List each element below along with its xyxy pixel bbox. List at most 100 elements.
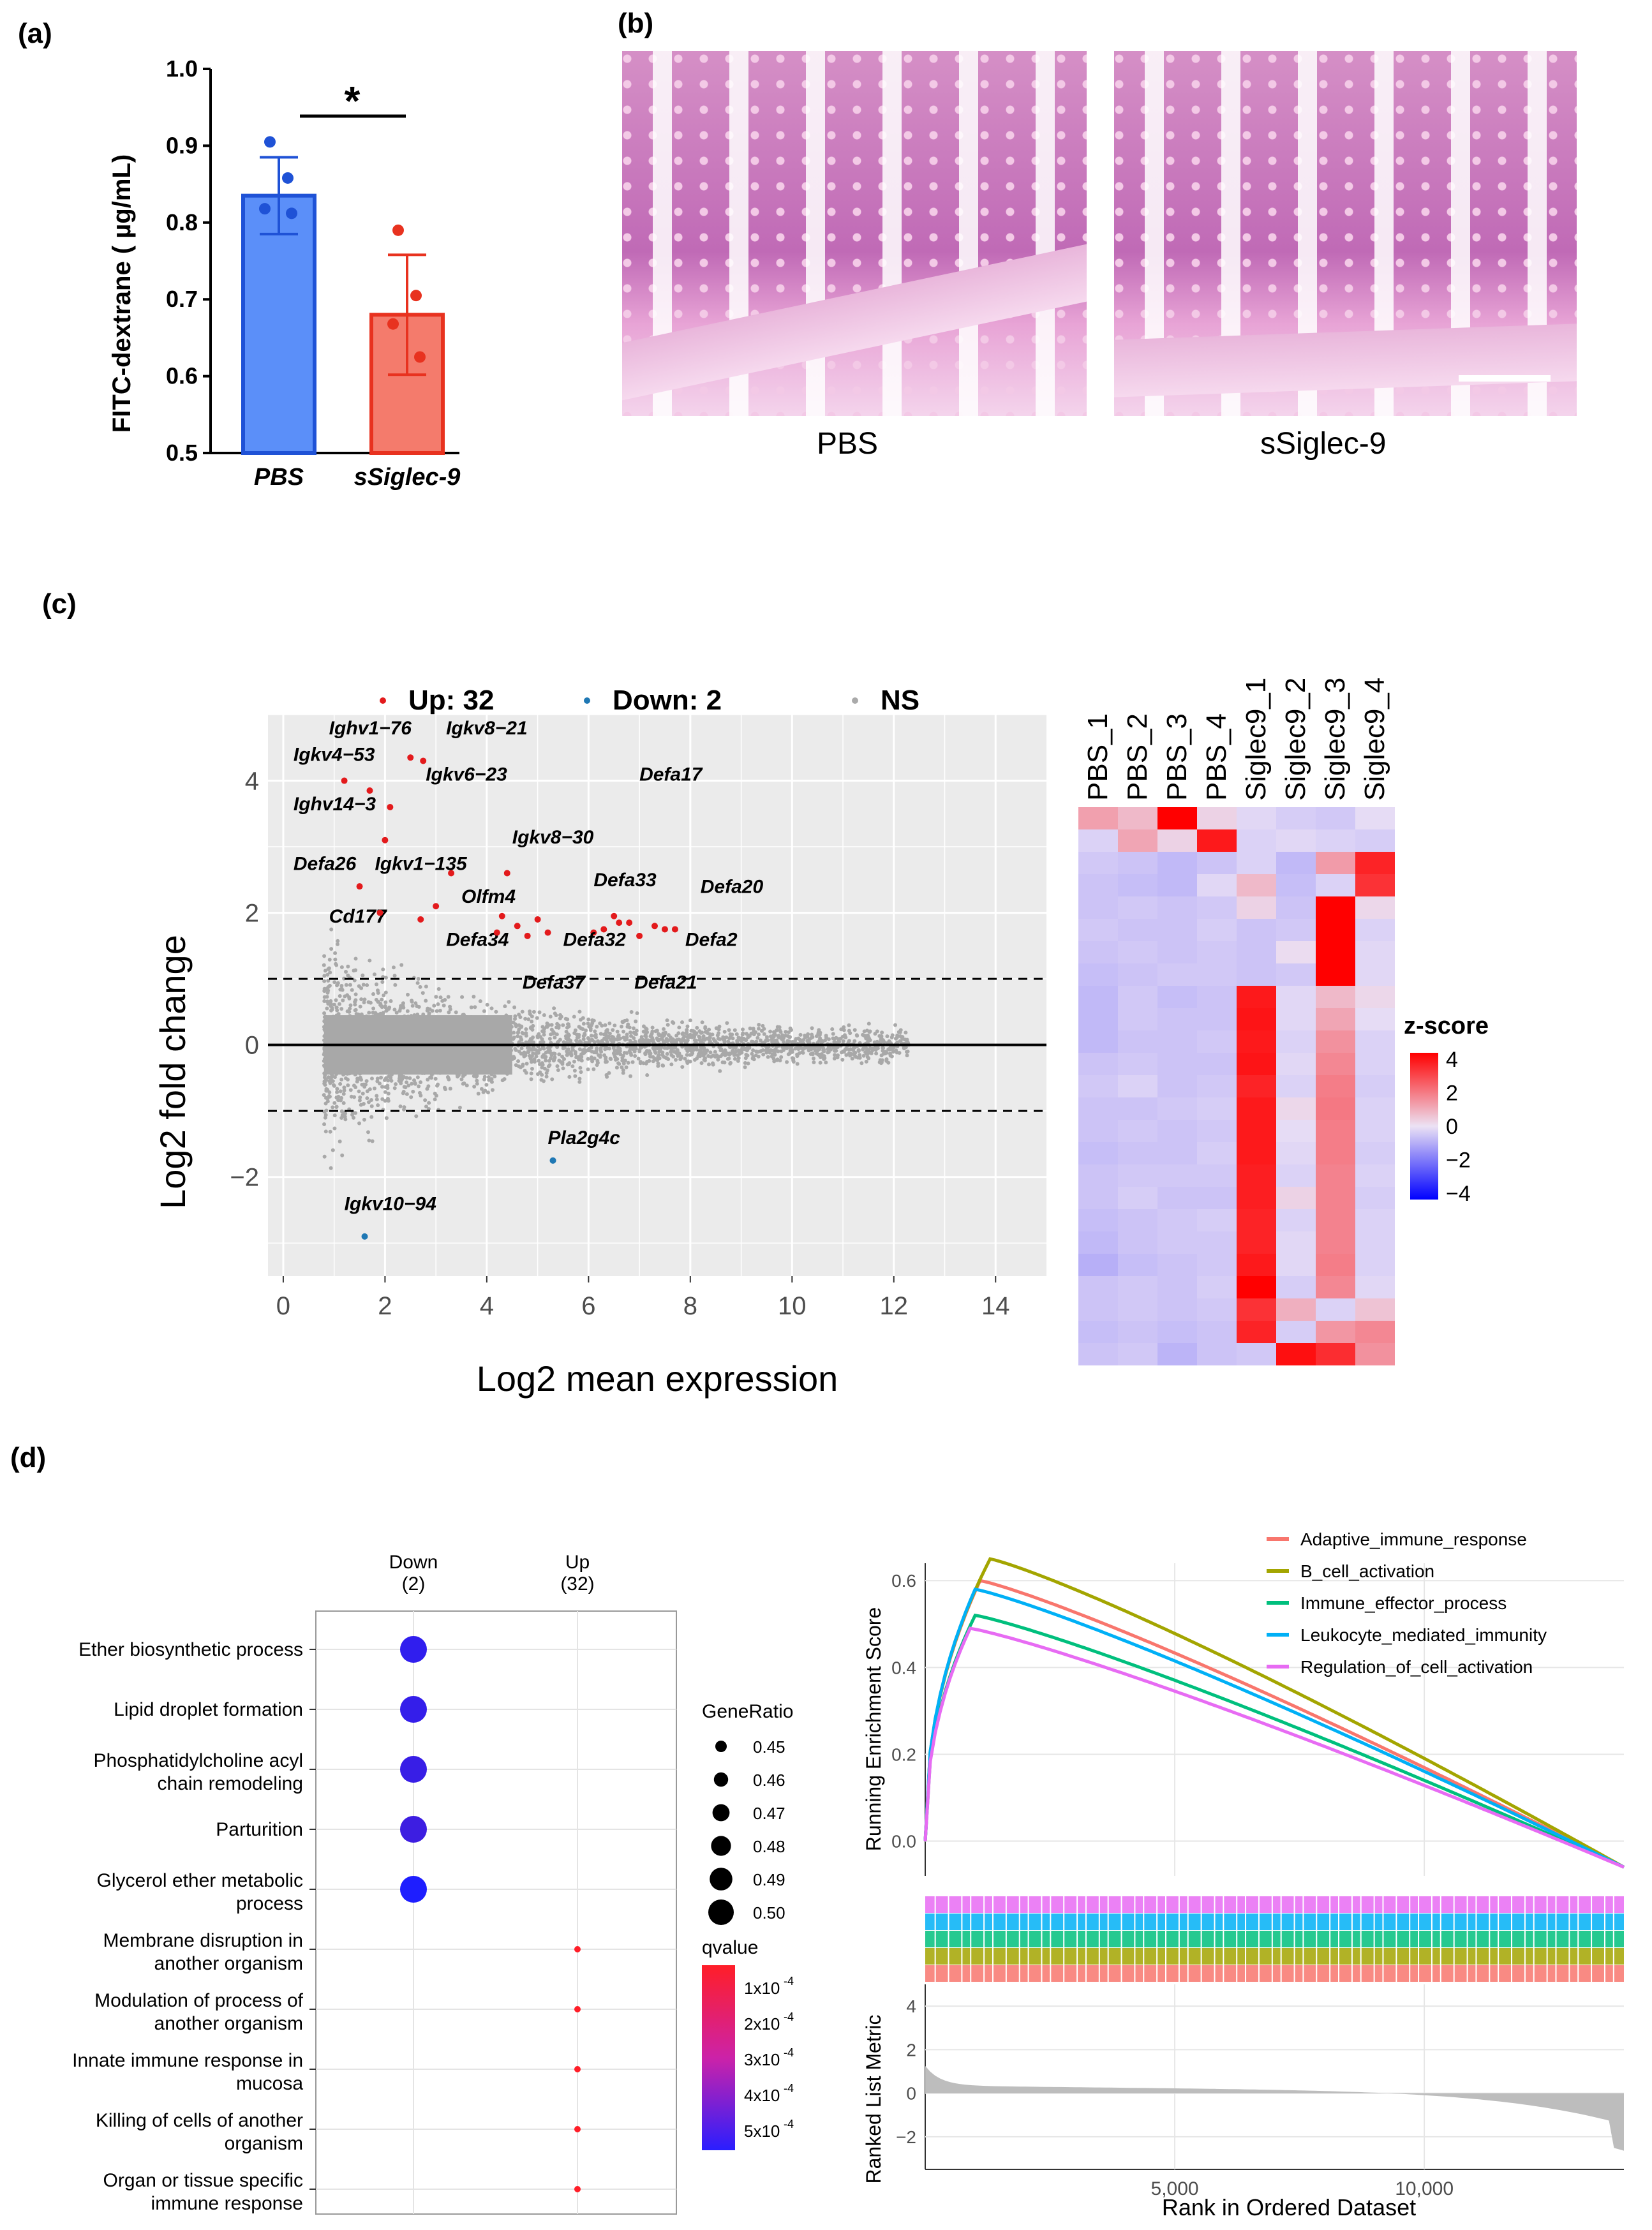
ns-point (512, 1005, 517, 1009)
ns-point (868, 1038, 872, 1043)
histology-image-ssiglec9 (1114, 51, 1577, 416)
ns-point (405, 1080, 409, 1085)
heatmap-cell (1157, 986, 1197, 1008)
heatmap-cell (1078, 963, 1118, 986)
bar-chart-ytick-label: 0.8 (166, 209, 198, 235)
ns-point (759, 1049, 763, 1053)
ns-point (607, 1071, 611, 1075)
ns-point (549, 1032, 553, 1037)
ns-point (789, 1028, 793, 1032)
dotplot-term-label: Organ or tissue specific (103, 2170, 303, 2191)
ns-point (547, 1050, 551, 1054)
ns-point (358, 1004, 362, 1009)
ns-point (513, 1014, 517, 1018)
ns-point (366, 1130, 370, 1134)
dotplot-term-label: Lipid droplet formation (114, 1699, 303, 1720)
ns-point (573, 1052, 577, 1056)
ns-point (859, 1061, 864, 1066)
ns-point (385, 1083, 390, 1088)
ns-point (666, 1023, 670, 1027)
ns-point (353, 968, 358, 972)
heatmap-cell (1157, 1008, 1197, 1030)
ns-point (517, 1040, 521, 1044)
heatmap-cell (1237, 1231, 1276, 1254)
ns-point (864, 1059, 868, 1064)
heatmap-cell (1276, 1298, 1316, 1321)
ns-point (325, 1087, 329, 1092)
heatmap-cell (1078, 1231, 1118, 1254)
ns-point (824, 1060, 828, 1065)
ns-point (541, 1046, 546, 1050)
heatmap-cell (1118, 874, 1157, 896)
ns-point (552, 1006, 556, 1011)
dotplot-term-label: Ether biosynthetic process (78, 1639, 303, 1660)
ns-point (595, 1060, 600, 1065)
heatmap-cell (1197, 874, 1237, 896)
ns-point (427, 1011, 431, 1016)
ns-point (604, 1046, 608, 1051)
heatmap-cell (1355, 1343, 1395, 1365)
heatmap-cell (1237, 1321, 1276, 1343)
ns-point (572, 1059, 576, 1064)
heatmap-cell (1316, 1187, 1355, 1209)
ns-point (669, 1062, 674, 1067)
heatmap-cell (1276, 1142, 1316, 1164)
dotplot-term-label: another organism (154, 1953, 303, 1974)
ns-point (405, 1092, 409, 1096)
heatmap-cell (1237, 1075, 1276, 1097)
ns-point (369, 1098, 374, 1103)
ns-point (392, 1007, 397, 1012)
ns-point (532, 1047, 537, 1052)
ns-point (366, 1000, 371, 1004)
heatmap-cell (1197, 896, 1237, 919)
gene-label: Ighv1−76 (329, 718, 412, 739)
ns-point (410, 1004, 415, 1008)
ns-point (683, 1039, 688, 1043)
data-point (286, 207, 297, 219)
ns-point (401, 1090, 406, 1094)
ns-point (768, 1029, 773, 1034)
ns-point (330, 1007, 334, 1012)
ns-point (383, 990, 388, 995)
dotplot-color-legend-title: qvalue (702, 1937, 758, 1958)
ns-point (381, 967, 385, 972)
ns-point (629, 1034, 634, 1038)
ns-point (660, 1063, 665, 1067)
ma-plot-xtick-label: 12 (880, 1292, 909, 1320)
ns-point (578, 1066, 583, 1070)
ns-point (715, 1033, 720, 1037)
ns-point (692, 1057, 697, 1062)
heatmap-cell (1197, 1142, 1237, 1164)
ns-point (874, 1052, 879, 1056)
heatmap-cell (1157, 1187, 1197, 1209)
heatmap-cell (1118, 1254, 1157, 1276)
ns-point (847, 1051, 851, 1055)
ns-point (611, 1028, 615, 1032)
ns-point (372, 1086, 376, 1090)
ns-point (733, 1057, 737, 1061)
ns-point (542, 1026, 547, 1030)
ns-point (607, 1021, 612, 1025)
ns-point (707, 1027, 711, 1032)
heatmap-cell (1355, 1053, 1395, 1075)
ns-point (481, 1090, 486, 1094)
ns-point (795, 1052, 800, 1057)
ns-point (570, 1064, 575, 1069)
ns-point (372, 972, 376, 977)
ns-point (361, 973, 365, 977)
ns-point (389, 1078, 394, 1083)
significant-gene-point (448, 870, 455, 877)
ns-point (721, 1051, 726, 1055)
ns-point (711, 1037, 716, 1041)
ns-point (430, 1009, 435, 1013)
ns-point (685, 1028, 689, 1032)
heatmap-cell (1276, 1254, 1316, 1276)
ns-point (881, 1046, 885, 1050)
heatmap-cell (1355, 919, 1395, 941)
legend-label: Up: 32 (408, 685, 494, 716)
ns-point (847, 1029, 851, 1033)
ns-point (448, 1004, 452, 1009)
heatmap-cell (1157, 852, 1197, 874)
heatmap-cell (1197, 1254, 1237, 1276)
ns-point (517, 1013, 521, 1017)
